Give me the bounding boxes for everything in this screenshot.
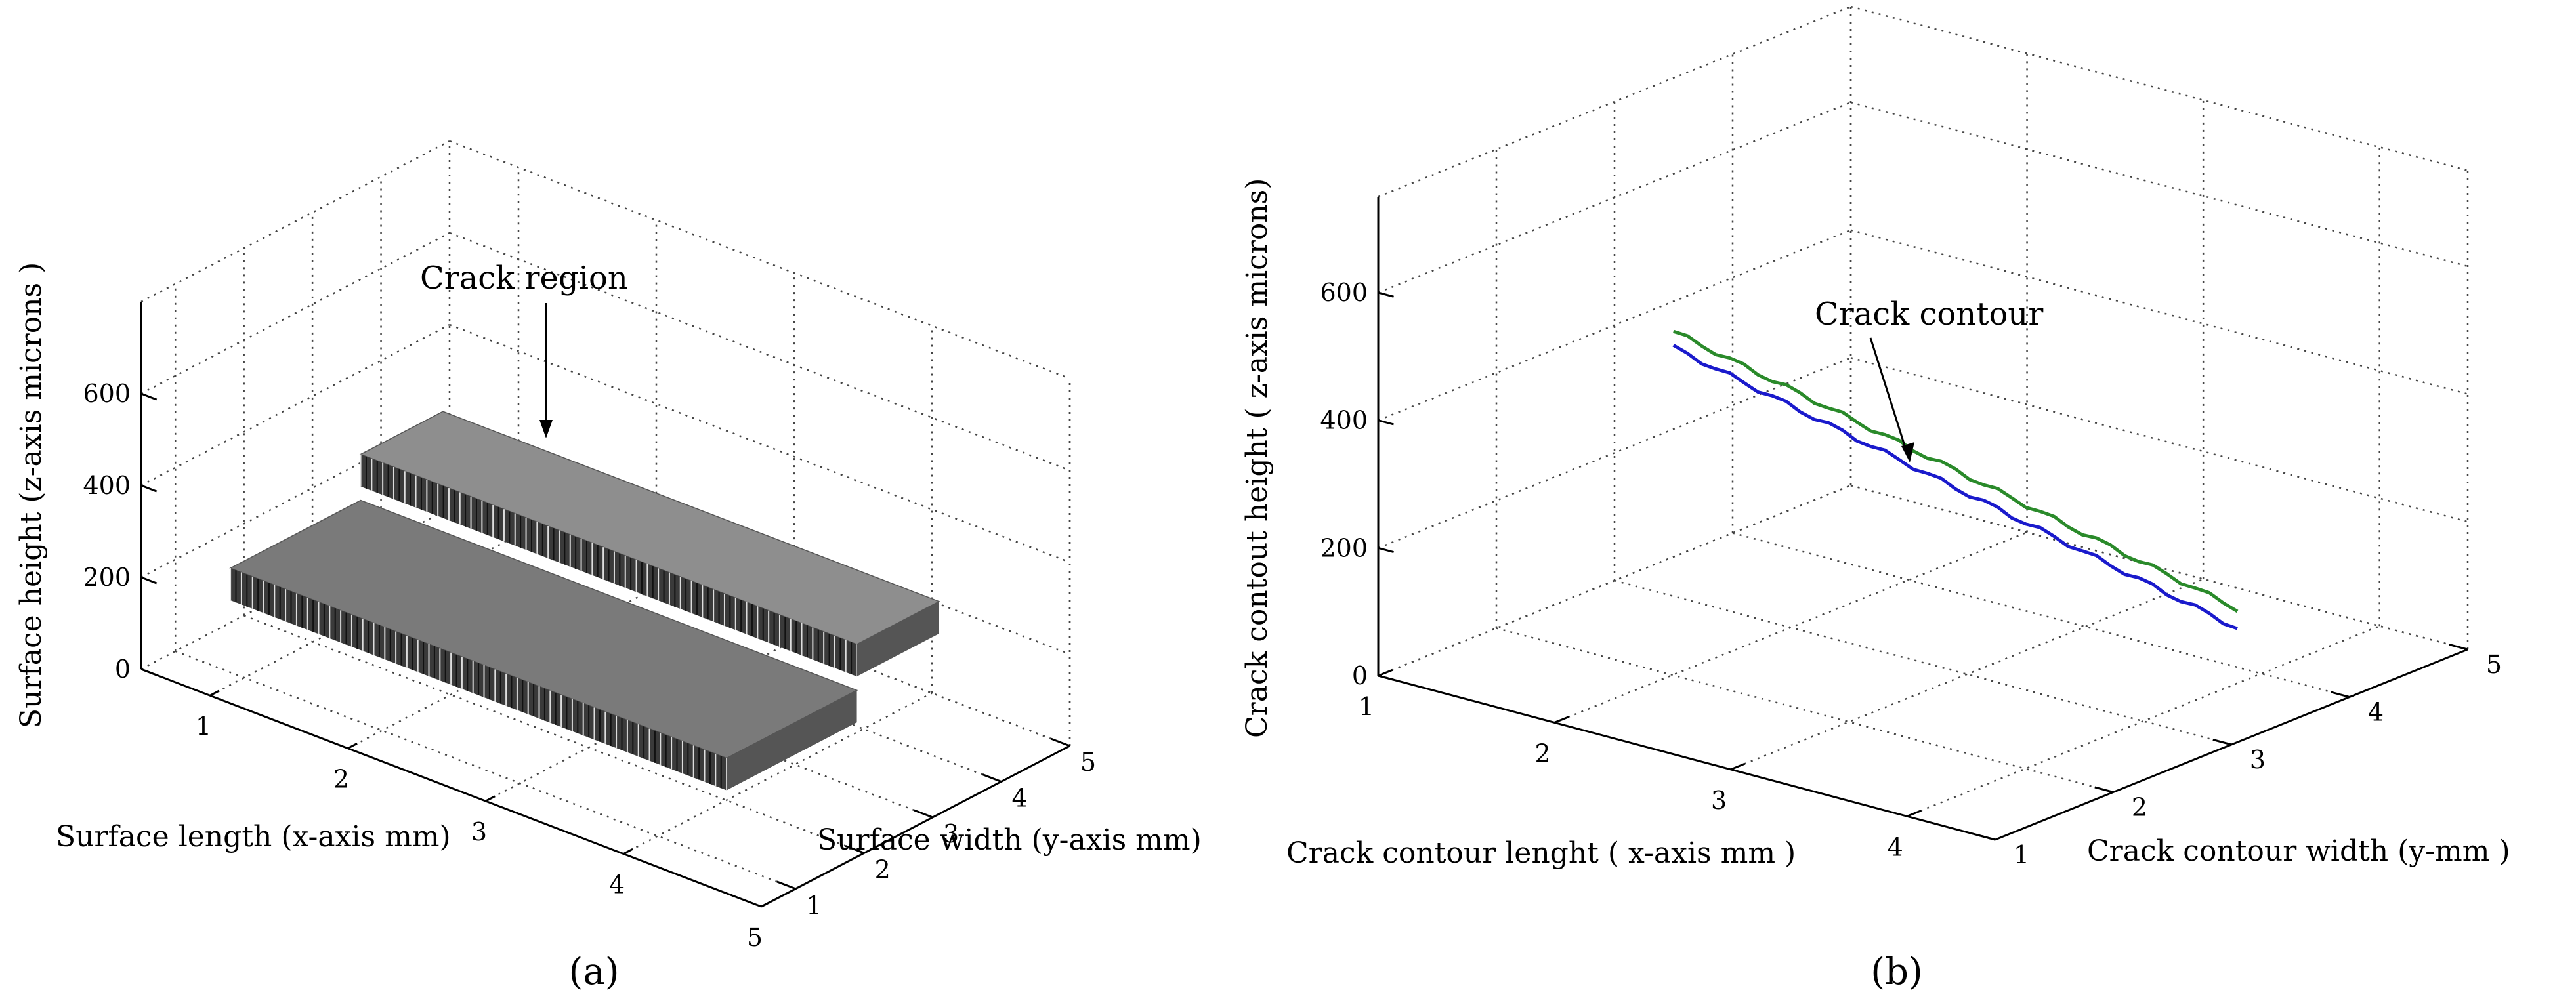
b-y-tick-2 <box>2212 739 2232 746</box>
b-z-tick-1 <box>1378 546 1394 554</box>
a-upper-step-side <box>856 601 939 677</box>
a-x-tick-label-1: 2 <box>333 765 349 794</box>
a-grid-top-side <box>140 140 450 303</box>
b-z-tick-label-1: 200 <box>1320 533 1368 562</box>
b-y-tick-label-2: 3 <box>2250 745 2266 774</box>
a-y-axis <box>761 745 1070 908</box>
b-x-tick-3 <box>1907 810 1922 817</box>
b-x-tick-label-2: 3 <box>1711 786 1727 815</box>
b-y-tick-label-1: 2 <box>2132 793 2147 822</box>
panel-b-annotation: Crack contour <box>1815 296 2043 333</box>
a-y-tick-2 <box>914 809 933 819</box>
panel-a: 1 2 3 4 5 1 2 3 4 5 0 200 400 600 Surface height (z-a… <box>14 140 1202 993</box>
b-z-tick-label-2: 400 <box>1320 406 1368 435</box>
a-x-tick-label-3: 4 <box>609 871 625 899</box>
a-x-tick-label-4: 5 <box>747 923 763 952</box>
a-z-tick-0 <box>140 668 158 676</box>
panel-b-label: (b) <box>1870 951 1923 993</box>
b-grid-back-z-3 <box>1850 101 2468 268</box>
panel-b-series <box>1672 329 2239 630</box>
panel-b: 1 2 3 4 1 2 3 4 5 0 200 400 600 Crack contout height… <box>1240 5 2510 993</box>
a-z-tick-2 <box>140 484 158 493</box>
a-grid-side-z-3 <box>140 232 450 395</box>
a-x-tick-1 <box>347 742 358 749</box>
a-x-axis <box>140 668 762 908</box>
a-z-tick-1 <box>140 576 158 585</box>
b-x-tick-0 <box>1378 668 1393 677</box>
panel-a-zlabel: Surface height (z-axis microns ) <box>14 262 48 728</box>
b-y-tick-label-4: 5 <box>2486 650 2502 679</box>
a-y-tick-label-4: 5 <box>1080 748 1096 777</box>
b-x-tick-1 <box>1554 716 1569 724</box>
b-x-tick-label-0: 1 <box>1359 692 1374 721</box>
b-z-tick-label-3: 600 <box>1320 278 1368 307</box>
a-z-tick-label-3: 600 <box>83 379 131 408</box>
b-y-tick-3 <box>2331 691 2350 698</box>
a-x-tick-label-0: 1 <box>196 712 211 741</box>
b-grid-floor-y-1 <box>1496 627 2114 793</box>
b-z-tick-0 <box>1378 674 1394 681</box>
a-y-tick-label-1: 2 <box>875 855 891 884</box>
a-x-tick-4 <box>761 901 771 908</box>
b-z-tick-label-0: 0 <box>1352 661 1368 690</box>
b-x-tick-2 <box>1730 762 1746 771</box>
b-y-tick-label-3: 4 <box>2368 698 2384 727</box>
a-y-tick-label-3: 4 <box>1011 783 1027 812</box>
panel-b-tick-labels: 1 2 3 4 1 2 3 4 5 0 200 400 600 <box>1320 278 2502 869</box>
b-grid-top-back <box>1850 5 2468 172</box>
b-z-tick-2 <box>1378 419 1394 426</box>
a-x-tick-2 <box>485 795 496 802</box>
panel-a-annotation: Crack region <box>420 260 628 297</box>
panel-a-annotation-arrow <box>539 303 553 438</box>
a-y-tick-3 <box>982 773 1002 783</box>
panel-a-tick-labels: 1 2 3 4 5 1 2 3 4 5 0 200 400 600 <box>83 379 1096 952</box>
b-grid-back-z-1 <box>1850 357 2468 523</box>
a-x-tick-label-2: 3 <box>471 817 487 846</box>
b-x-tick-label-1: 2 <box>1534 739 1550 768</box>
a-y-tick-0 <box>776 880 796 890</box>
b-grid-floor-x-3 <box>1907 625 2380 817</box>
a-y-tick-label-2: 3 <box>943 819 959 848</box>
a-x-tick-3 <box>623 848 633 855</box>
b-grid-floor-y-2 <box>1614 579 2232 746</box>
a-y-tick-4 <box>1051 737 1070 747</box>
b-grid-floor-x-2 <box>1730 578 2204 771</box>
a-grid-side-z-2 <box>140 323 450 487</box>
a-z-tick-3 <box>140 392 158 401</box>
a-lower-step-side <box>727 690 857 791</box>
a-z-tick-label-0: 0 <box>115 655 131 684</box>
panel-a-label: (a) <box>568 951 619 993</box>
panel-a-axes <box>140 302 1070 908</box>
a-z-tick-label-2: 400 <box>83 471 131 500</box>
a-x-tick-0 <box>209 689 220 697</box>
b-y-tick-1 <box>2094 786 2114 793</box>
panel-b-zlabel: Crack contout height ( z-axis microns) <box>1240 178 1274 738</box>
b-y-tick-label-0: 1 <box>2014 840 2029 869</box>
a-grid-floor-x-3 <box>623 692 933 855</box>
b-series-line-0 <box>1672 329 2239 613</box>
b-series-line-1 <box>1672 344 2238 630</box>
panel-a-xlabel: Surface length (x-axis mm) <box>56 820 451 853</box>
b-y-tick-0 <box>1976 834 1996 841</box>
b-y-tick-4 <box>2449 644 2468 651</box>
panel-a-surface <box>229 411 940 791</box>
panel-b-annotation-arrow <box>1869 337 1914 462</box>
b-grid-side-z-1 <box>1378 357 1851 549</box>
a-y-tick-1 <box>845 845 865 854</box>
b-z-tick-3 <box>1378 291 1394 298</box>
b-x-axis <box>1378 674 1996 841</box>
b-grid-floor-y-3 <box>1732 532 2350 698</box>
panel-a-ylabel: Surface width (y-axis mm) <box>817 823 1202 857</box>
panel-b-xlabel: Crack contour lenght ( x-axis mm ) <box>1286 836 1796 870</box>
b-x-tick-label-3: 4 <box>1888 832 1903 861</box>
panel-b-ylabel: Crack contour width (y-mm ) <box>2087 834 2510 868</box>
b-grid-back-z-2 <box>1850 229 2468 395</box>
a-z-tick-label-1: 200 <box>83 563 131 592</box>
a-y-tick-label-0: 1 <box>806 891 822 920</box>
panel-b-axes <box>1377 197 2468 841</box>
